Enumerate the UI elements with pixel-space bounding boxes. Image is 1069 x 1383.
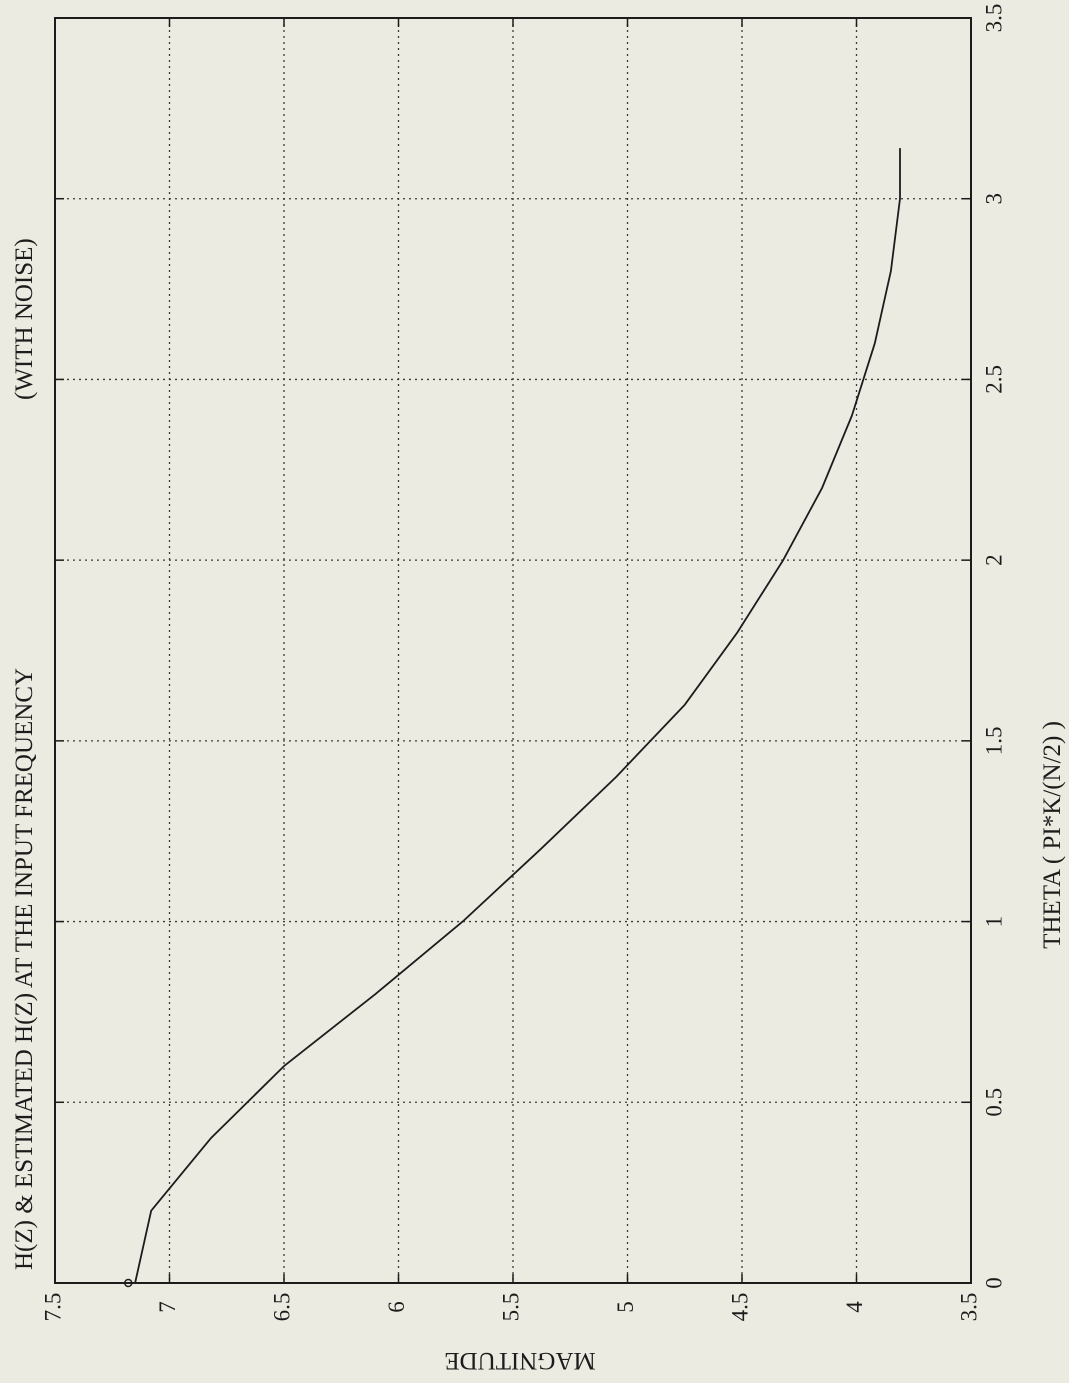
magnitude-curve bbox=[134, 148, 901, 1284]
series-layer bbox=[124, 148, 901, 1288]
x-tick-label: 3.5 bbox=[981, 4, 1006, 33]
y-tick-label: 7 bbox=[155, 1301, 180, 1313]
chart-title: H(Z) & ESTIMATED H(Z) AT THE INPUT FREQU… bbox=[11, 668, 38, 1270]
y-tick-label: 6.5 bbox=[269, 1293, 294, 1322]
estimate-marker bbox=[124, 1278, 133, 1288]
y-tick-label: 3.5 bbox=[956, 1293, 981, 1322]
y-tick-label: 6 bbox=[384, 1301, 409, 1313]
tick-labels: 0 0.5 1 1.5 2 2.5 3 3.5 3.5 4 4.5 5 5.5 6 6.5 7 7.5 bbox=[40, 4, 1006, 1322]
x-tick-label: 1.5 bbox=[981, 726, 1006, 755]
x-tick-label: 0.5 bbox=[981, 1088, 1006, 1117]
x-axis-title: THETA ( PI*K/(N/2) ) bbox=[1039, 721, 1066, 949]
y-tick-label: 7.5 bbox=[40, 1293, 65, 1322]
chart-subtitle: (WITH NOISE) bbox=[11, 238, 38, 400]
y-tick-label: 4.5 bbox=[727, 1293, 752, 1322]
y-tick-label: 4 bbox=[842, 1301, 867, 1313]
x-tick-label: 0 bbox=[981, 1277, 1006, 1289]
y-axis-title: MAGNITUDE bbox=[444, 1347, 595, 1374]
x-tick-label: 1 bbox=[981, 916, 1006, 928]
y-tick-label: 5 bbox=[613, 1301, 638, 1313]
x-tick-label: 3 bbox=[981, 193, 1006, 205]
x-tick-label: 2.5 bbox=[981, 365, 1006, 394]
x-tick-label: 2 bbox=[981, 554, 1006, 566]
y-tick-label: 5.5 bbox=[498, 1293, 523, 1322]
grid bbox=[54, 17, 972, 1284]
